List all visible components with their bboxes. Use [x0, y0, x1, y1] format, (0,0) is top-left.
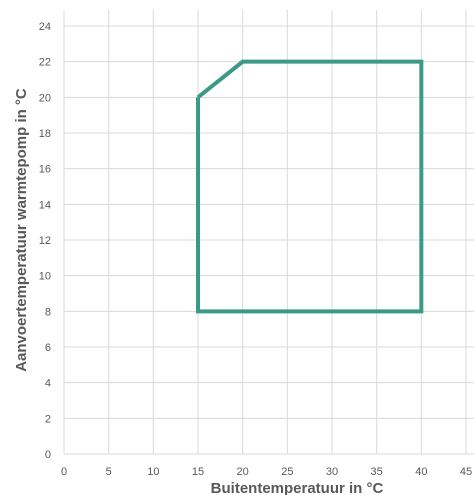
y-tick-label: 16: [39, 164, 51, 176]
y-tick-label: 2: [45, 413, 51, 425]
x-tick-label: 5: [106, 466, 112, 478]
series-layer: [196, 59, 424, 314]
x-tick-label: 10: [147, 466, 159, 478]
y-tick-label: 10: [39, 271, 51, 283]
y-tick-label: 18: [39, 128, 51, 140]
y-tick-label: 22: [39, 57, 51, 69]
x-tick-label: 15: [192, 466, 204, 478]
y-tick-label: 0: [45, 449, 51, 461]
y-tick-label: 20: [39, 92, 51, 104]
y-axis-title: Aanvoertemperatuur warmtepomp in °C: [13, 88, 30, 372]
y-tick-label: 12: [39, 235, 51, 247]
x-tick-labels: 0 5 10 15 20 25 30 35 40 45: [61, 466, 472, 478]
series-line: [196, 59, 424, 314]
x-tick-label: 40: [415, 466, 427, 478]
x-tick-label: 45: [460, 466, 472, 478]
x-tick-label: 30: [326, 466, 338, 478]
x-tick-label: 0: [61, 466, 67, 478]
x-tick-label: 35: [371, 466, 383, 478]
y-tick-label: 8: [45, 306, 51, 318]
y-tick-label: 14: [39, 199, 51, 211]
axes: [63, 10, 474, 455]
x-tick-label: 20: [237, 466, 249, 478]
x-axis-title: Buitentemperatuur in °C: [211, 480, 384, 495]
x-tick-label: 25: [281, 466, 293, 478]
y-tick-label: 6: [45, 342, 51, 354]
grid-lines: [64, 10, 474, 454]
y-tick-label: 24: [39, 21, 51, 33]
y-tick-label: 4: [45, 378, 51, 390]
